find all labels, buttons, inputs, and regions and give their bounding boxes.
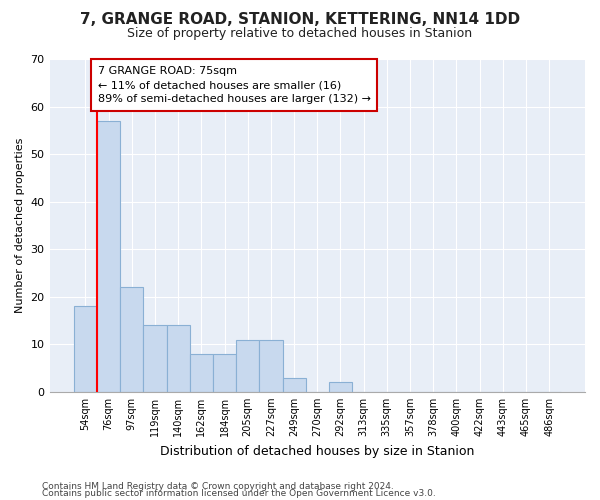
Text: Size of property relative to detached houses in Stanion: Size of property relative to detached ho… bbox=[127, 28, 473, 40]
Bar bbox=[120, 287, 143, 392]
Bar bbox=[74, 306, 97, 392]
Bar bbox=[259, 340, 283, 392]
X-axis label: Distribution of detached houses by size in Stanion: Distribution of detached houses by size … bbox=[160, 444, 475, 458]
Bar bbox=[190, 354, 213, 392]
Text: 7 GRANGE ROAD: 75sqm
← 11% of detached houses are smaller (16)
89% of semi-detac: 7 GRANGE ROAD: 75sqm ← 11% of detached h… bbox=[98, 66, 371, 104]
Bar bbox=[143, 325, 167, 392]
Bar bbox=[213, 354, 236, 392]
Y-axis label: Number of detached properties: Number of detached properties bbox=[15, 138, 25, 313]
Text: 7, GRANGE ROAD, STANION, KETTERING, NN14 1DD: 7, GRANGE ROAD, STANION, KETTERING, NN14… bbox=[80, 12, 520, 28]
Bar bbox=[236, 340, 259, 392]
Bar bbox=[329, 382, 352, 392]
Bar bbox=[97, 121, 120, 392]
Bar bbox=[167, 325, 190, 392]
Bar bbox=[283, 378, 305, 392]
Text: Contains HM Land Registry data © Crown copyright and database right 2024.: Contains HM Land Registry data © Crown c… bbox=[42, 482, 394, 491]
Text: Contains public sector information licensed under the Open Government Licence v3: Contains public sector information licen… bbox=[42, 490, 436, 498]
